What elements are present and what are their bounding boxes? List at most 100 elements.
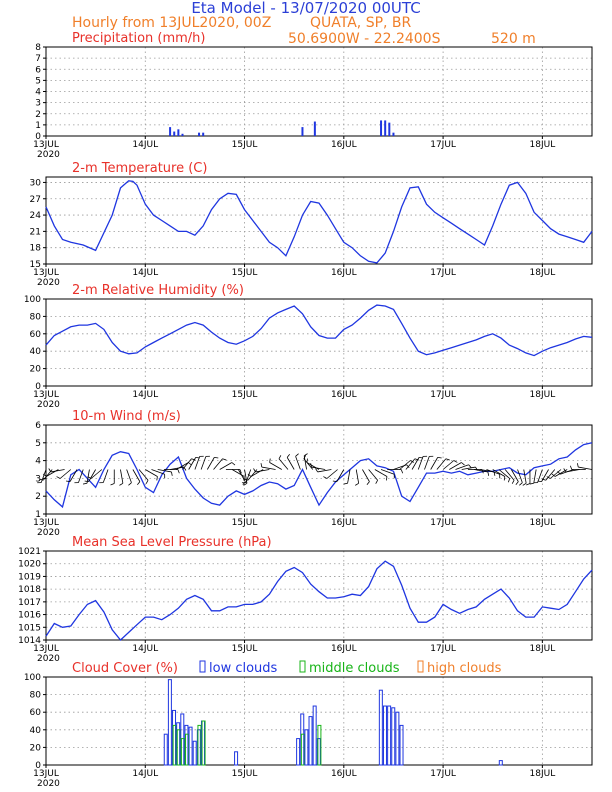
y-tick-label: 1018 [18, 585, 41, 595]
wind-barb-shaft [498, 469, 510, 479]
wind-barb-flag [310, 463, 312, 468]
wind-barb-shaft [295, 456, 301, 470]
wind-barb-shaft [69, 469, 78, 482]
wind-barb-shaft [151, 469, 165, 475]
cloud-bar [300, 733, 305, 766]
x-tick-label: 18JUL [530, 140, 556, 150]
wind-barb-shaft [374, 469, 388, 477]
wind-barb-shaft [474, 469, 488, 473]
y-tick-label: 21 [30, 227, 41, 237]
wind-barb-shaft [411, 457, 420, 470]
cloud-bar [192, 740, 197, 766]
y-tick-label: 60 [30, 708, 42, 718]
wind-barb-shaft [417, 456, 424, 470]
wind-barb-flag [278, 455, 282, 459]
wind-barb-shaft [549, 469, 562, 479]
y-tick-label: 30 [30, 178, 42, 188]
cloud-bar [395, 711, 400, 766]
y-tick-label: 5 [35, 439, 41, 449]
wind-barb-flag [247, 473, 252, 477]
precip-bar [177, 129, 180, 136]
y-tick-label: 1015 [18, 623, 41, 633]
wind-barb-flag [243, 482, 248, 486]
cloud-bar [382, 705, 387, 766]
y-tick-label: 40 [30, 726, 42, 736]
wind-barb-shaft [245, 469, 252, 483]
wind-barb-flag [56, 476, 61, 479]
wind-barb-flag [375, 480, 378, 484]
plot-frame [45, 46, 593, 137]
y-tick-label: 20 [30, 743, 42, 753]
wind-barb-flag [171, 471, 173, 476]
wind-barb-shaft [213, 458, 223, 470]
precip-bar [173, 131, 176, 136]
wind-barb-flag [128, 482, 132, 486]
x-tick-label: 16JUL [331, 769, 357, 779]
wind-barb-flag [295, 453, 299, 457]
wind-barb-flag [145, 480, 149, 484]
y-tick-label: 18 [30, 244, 42, 254]
wind-barb-flag [563, 468, 567, 473]
wind-barb-flag [214, 456, 219, 459]
wind-barb-shaft [455, 464, 469, 470]
x-tick-label: 15JUL [232, 518, 258, 528]
wind-barb-flag [84, 480, 89, 483]
wind-barb-shaft [303, 458, 314, 470]
wind-barb-shaft [269, 462, 282, 470]
year-label: 2020 [37, 278, 60, 288]
wind-barb-flag [577, 463, 579, 468]
precip-bar [380, 120, 383, 136]
series-line [45, 560, 593, 641]
cloud-bar [234, 751, 239, 766]
wind-barb-shaft [286, 457, 295, 470]
y-tick-label: 80 [30, 312, 42, 322]
x-tick-label: 18JUL [530, 268, 556, 278]
panel-title: Precipitation (mm/h) [72, 31, 205, 46]
x-tick-label: 13JUL [33, 390, 59, 400]
x-tick-label: 15JUL [232, 644, 258, 654]
y-tick-label: 0 [35, 132, 41, 142]
series-line [45, 180, 593, 264]
precip-bar [181, 133, 184, 136]
wind-barb-flag [269, 458, 271, 463]
y-tick-label: 1014 [18, 636, 41, 646]
panel-5: 0 20 40 60 80 100 13JUL 14JUL 15JUL 16JUL 17JUL 18J… [24, 660, 593, 789]
wind-barb-flag [156, 476, 158, 481]
x-tick-label: 15JUL [232, 769, 258, 779]
wind-barb-shaft [231, 469, 245, 477]
y-tick-label: 6 [35, 421, 41, 431]
y-tick-label: 3 [35, 474, 41, 484]
wind-barb-shaft [442, 460, 455, 470]
wind-barb-flag [437, 456, 442, 459]
elevation: 520 m [491, 31, 536, 47]
y-tick-label: 4 [35, 457, 41, 467]
y-tick-label: 1017 [18, 598, 41, 608]
plot-frame [45, 176, 593, 265]
wind-barb-flag [177, 469, 180, 474]
wind-barb-flag [529, 482, 534, 485]
wind-barb-flag [537, 480, 542, 483]
y-tick-label: 0 [35, 761, 41, 771]
wind-barb-shaft [50, 469, 65, 473]
x-tick-label: 18JUL [530, 769, 556, 779]
wind-barb-shaft [59, 469, 72, 479]
year-label: 2020 [37, 654, 60, 664]
y-tick-label: 6 [35, 65, 41, 75]
wind-barb-flag [522, 482, 527, 486]
x-tick-label: 16JUL [331, 390, 357, 400]
wind-barb-flag [507, 478, 511, 483]
x-tick-label: 17JUL [430, 268, 456, 278]
wind-barb-flag [541, 478, 546, 481]
wind-barb-flag [303, 453, 308, 457]
x-tick-label: 13JUL [33, 769, 59, 779]
precip-bar [301, 127, 304, 136]
x-tick-label: 13JUL [33, 140, 59, 150]
wind-barb-flag [445, 458, 450, 461]
plot-frame [45, 298, 593, 387]
year-label: 2020 [37, 400, 60, 410]
wind-barb-shaft [138, 469, 149, 481]
wind-barb-shaft [237, 469, 246, 482]
precip-bar [392, 132, 395, 136]
coordinates: 50.6900W - 22.2400S [288, 31, 441, 47]
y-tick-label: 1016 [18, 611, 41, 621]
